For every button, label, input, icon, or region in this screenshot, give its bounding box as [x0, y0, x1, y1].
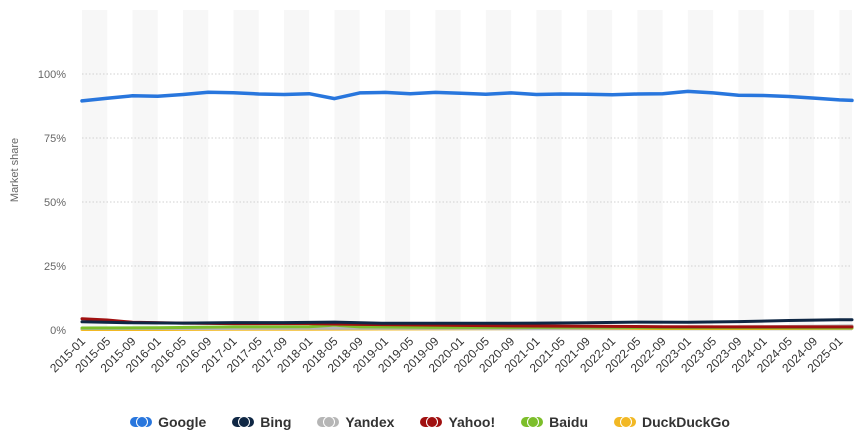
background-band: [233, 10, 259, 330]
background-band: [637, 10, 663, 330]
legend-dot-icon: [420, 416, 443, 428]
legend-dot-icon: [521, 416, 544, 428]
y-tick-label: 25%: [44, 261, 66, 273]
background-band: [738, 10, 764, 330]
background-band: [82, 10, 108, 330]
y-axis-ticks: 0% 25% 50% 75% 100%: [38, 69, 66, 337]
background-band: [687, 10, 714, 330]
legend-item-bing[interactable]: Bing: [232, 414, 291, 430]
legend-label: Baidu: [549, 414, 588, 430]
background-band: [485, 10, 512, 330]
series-line-google: [80, 89, 854, 103]
background-band: [536, 10, 562, 330]
legend-item-yandex[interactable]: Yandex: [317, 414, 394, 430]
x-axis-ticks: 2015-012015-052015-092016-012016-052016-…: [47, 334, 846, 375]
background-band: [839, 10, 852, 330]
legend-label: Yandex: [345, 414, 395, 430]
background-band: [435, 10, 461, 330]
background-band: [788, 10, 815, 330]
legend: Google Bing Yandex Yahoo! Baidu DuckDuck…: [0, 414, 860, 430]
y-tick-label: 50%: [44, 197, 66, 209]
legend-dot-icon: [614, 416, 636, 428]
legend-dot-icon: [130, 416, 153, 428]
y-tick-label: 0%: [50, 325, 66, 337]
background-band: [586, 10, 613, 330]
legend-label: Google: [158, 414, 207, 430]
legend-label: DuckDuckGo: [642, 414, 730, 430]
legend-dot-icon: [232, 416, 255, 428]
background-band: [334, 10, 360, 330]
legend-item-google[interactable]: Google: [130, 414, 206, 430]
background-band: [132, 10, 158, 330]
legend-item-yahoo[interactable]: Yahoo!: [420, 414, 495, 430]
legend-dot-icon: [317, 416, 340, 428]
background-band: [384, 10, 411, 330]
y-tick-label: 75%: [44, 133, 66, 145]
series-line-bing: [80, 318, 854, 325]
series-lines: [80, 89, 854, 331]
legend-label: Bing: [260, 414, 292, 430]
legend-item-baidu[interactable]: Baidu: [521, 414, 588, 430]
background-band: [182, 10, 209, 330]
background-band: [283, 10, 310, 330]
legend-label: Yahoo!: [448, 414, 496, 430]
y-axis-title: Market share: [9, 138, 21, 202]
legend-item-duckduckgo[interactable]: DuckDuckGo: [614, 414, 730, 430]
plot-background-bands: [82, 10, 852, 330]
y-tick-label: 100%: [38, 69, 66, 81]
